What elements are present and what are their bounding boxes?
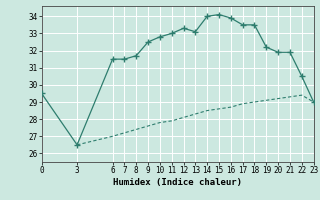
X-axis label: Humidex (Indice chaleur): Humidex (Indice chaleur) — [113, 178, 242, 187]
